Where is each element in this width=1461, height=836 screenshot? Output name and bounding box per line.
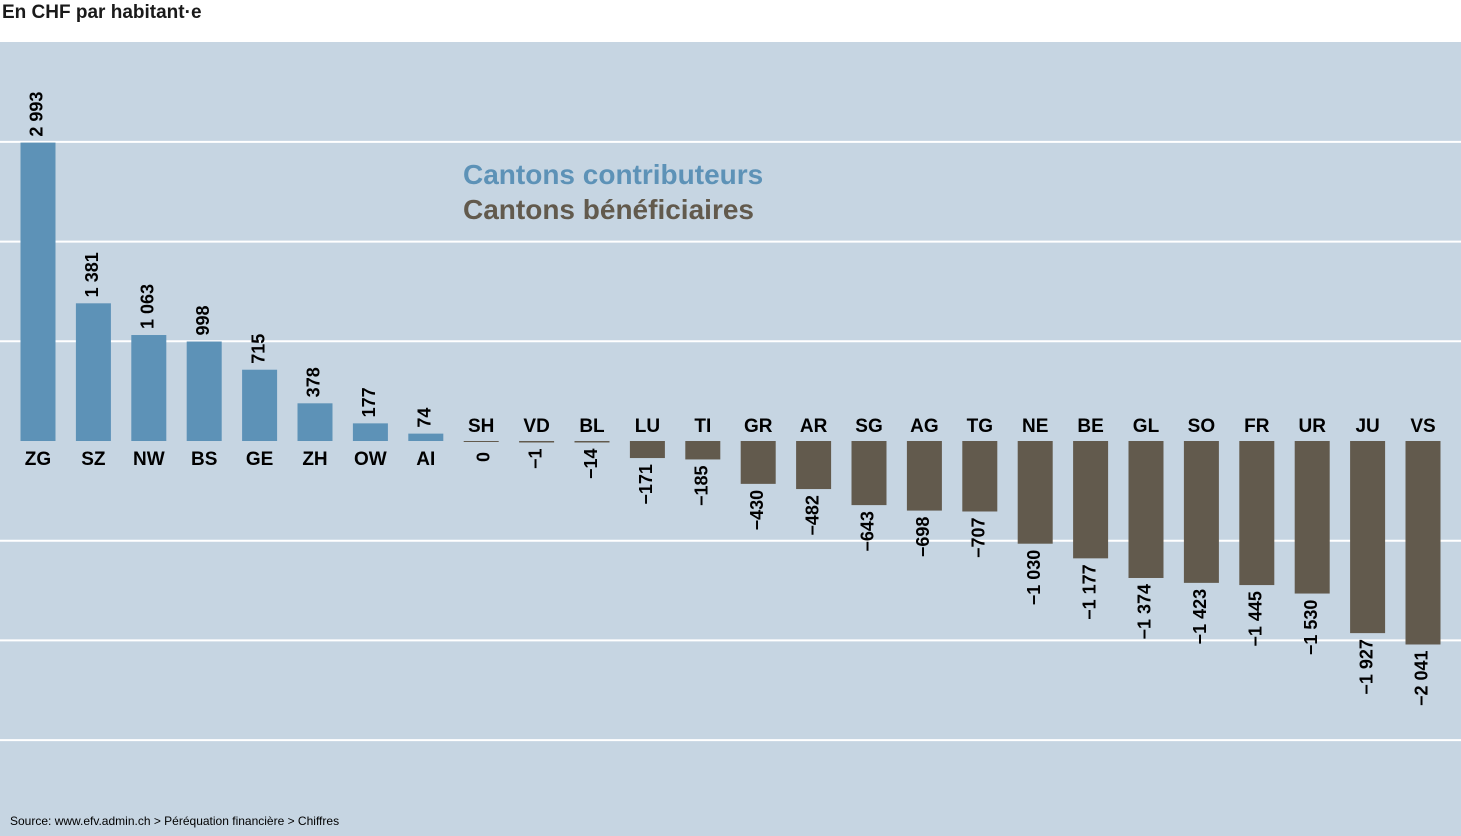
value-label-sz: 1 381 <box>82 252 102 297</box>
value-label-ju: −1 927 <box>1356 639 1376 695</box>
unit-label: En CHF par habitant·e <box>2 2 202 23</box>
category-label-sh: SH <box>468 416 494 437</box>
bar-zg <box>20 142 56 441</box>
category-label-zg: ZG <box>25 449 51 470</box>
bar-so <box>1183 441 1219 583</box>
value-label-be: −1 177 <box>1079 564 1099 620</box>
category-label-ow: OW <box>354 449 387 470</box>
category-label-ti: TI <box>694 416 711 437</box>
bar-ag <box>906 441 942 511</box>
value-label-zg: 2 993 <box>27 92 47 137</box>
value-label-ag: −698 <box>913 517 933 558</box>
category-label-nw: NW <box>133 449 165 470</box>
category-label-fr: FR <box>1244 416 1270 437</box>
value-label-gl: −1 374 <box>1135 584 1155 640</box>
value-label-ow: 177 <box>359 387 379 417</box>
category-label-vd: VD <box>523 416 549 437</box>
bar-ju <box>1350 441 1386 634</box>
labels: ZG 2 993 SZ 1 381 NW 1 063 BS 998 GE 715 ZH 378 OW 17… <box>25 92 1436 706</box>
value-label-bs: 998 <box>193 305 213 335</box>
category-label-be: BE <box>1077 416 1103 437</box>
value-label-bl: −14 <box>581 449 601 480</box>
value-label-tg: −707 <box>969 517 989 558</box>
bar-ti <box>685 441 721 460</box>
bar-nw <box>131 335 167 441</box>
category-label-bl: BL <box>579 416 605 437</box>
category-label-ur: UR <box>1298 416 1326 437</box>
value-label-vs: −2 041 <box>1412 650 1432 706</box>
category-label-sg: SG <box>855 416 882 437</box>
value-label-gr: −430 <box>747 490 767 531</box>
bar-fr <box>1239 441 1275 586</box>
value-label-vd: −1 <box>525 449 545 470</box>
bar-ar <box>796 441 832 490</box>
value-label-lu: −171 <box>636 464 656 505</box>
bar-zh <box>297 403 333 441</box>
category-label-ar: AR <box>800 416 828 437</box>
value-label-ge: 715 <box>248 334 268 364</box>
value-label-ur: −1 530 <box>1301 600 1321 656</box>
category-label-sz: SZ <box>81 449 106 470</box>
value-label-fr: −1 445 <box>1246 591 1266 647</box>
category-label-lu: LU <box>635 416 660 437</box>
legend: Cantons contributeurs Cantons bénéficiai… <box>463 159 763 225</box>
bar-sg <box>851 441 887 506</box>
bar-ow <box>352 423 388 441</box>
bar-lu <box>629 441 665 459</box>
value-label-zh: 378 <box>304 367 324 397</box>
legend-entry-beneficiaries: Cantons bénéficiaires <box>463 194 754 225</box>
bar-gl <box>1128 441 1164 578</box>
bar-tg <box>962 441 998 512</box>
gridlines <box>0 140 1461 742</box>
category-label-ne: NE <box>1022 416 1048 437</box>
value-label-ar: −482 <box>802 495 822 536</box>
category-label-ag: AG <box>910 416 939 437</box>
bar-sh <box>463 441 499 442</box>
bar-sz <box>75 303 111 441</box>
legend-entry-contributors: Cantons contributeurs <box>463 159 763 190</box>
bar-vd <box>519 441 555 443</box>
category-label-tg: TG <box>967 416 993 437</box>
source-note: Source: www.efv.admin.ch > Péréquation f… <box>10 814 339 828</box>
bar-ge <box>242 369 278 441</box>
bars <box>20 142 1441 645</box>
value-label-ne: −1 030 <box>1024 550 1044 606</box>
bar-bs <box>186 341 222 441</box>
category-label-vs: VS <box>1410 416 1435 437</box>
category-label-ai: AI <box>416 449 435 470</box>
value-label-ti: −185 <box>692 465 712 506</box>
category-label-ju: JU <box>1355 416 1379 437</box>
value-label-ai: 74 <box>415 408 435 428</box>
value-label-sg: −643 <box>858 511 878 552</box>
category-label-zh: ZH <box>302 449 327 470</box>
category-label-so: SO <box>1188 416 1215 437</box>
category-label-gr: GR <box>744 416 773 437</box>
value-label-sh: 0 <box>472 452 492 462</box>
category-label-bs: BS <box>191 449 217 470</box>
value-label-so: −1 423 <box>1190 589 1210 645</box>
category-label-gl: GL <box>1133 416 1160 437</box>
bar-bl <box>574 441 610 443</box>
category-label-ge: GE <box>246 449 273 470</box>
bar-ur <box>1294 441 1330 594</box>
bar-ne <box>1017 441 1053 544</box>
bar-gr <box>740 441 776 484</box>
bar-vs <box>1405 441 1441 645</box>
value-label-nw: 1 063 <box>138 284 158 329</box>
bar-ai <box>408 433 444 441</box>
bar-be <box>1073 441 1109 559</box>
